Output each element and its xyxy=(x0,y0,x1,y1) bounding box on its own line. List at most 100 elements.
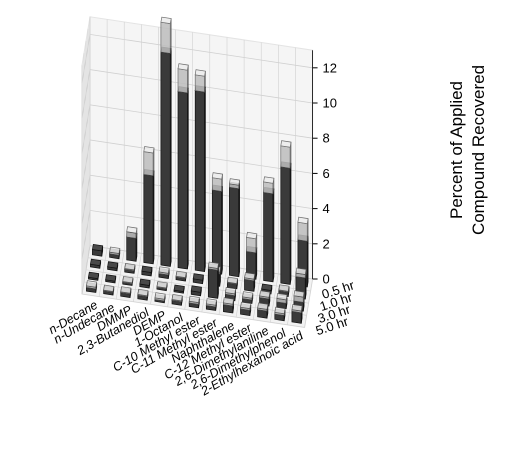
z-tick-label: 4 xyxy=(323,201,330,216)
bar-front xyxy=(160,51,171,267)
bar-upper-top xyxy=(224,287,237,295)
bar-upper xyxy=(295,267,307,279)
bar-front xyxy=(244,278,255,292)
z-tick-label: 2 xyxy=(323,236,330,251)
bar-upper-top xyxy=(188,295,200,303)
bar xyxy=(87,271,100,281)
bar-top xyxy=(190,285,202,293)
bar xyxy=(192,273,204,285)
bar xyxy=(211,184,223,275)
chart-bars xyxy=(85,16,309,324)
bar-front xyxy=(126,236,137,262)
bar-upper-front xyxy=(297,221,308,242)
bar-upper xyxy=(280,140,292,169)
bar-upper xyxy=(274,306,286,316)
bar-upper xyxy=(109,246,121,256)
z-axis-title-line2: Compound Recovered xyxy=(469,65,488,235)
bar-upper-top xyxy=(259,290,271,298)
bar-side xyxy=(169,48,172,267)
bar-upper xyxy=(276,293,288,304)
bar-upper-top xyxy=(222,297,235,305)
bar-side xyxy=(187,87,189,270)
bar-upper-top xyxy=(205,298,217,306)
bar xyxy=(177,86,189,270)
bar-front xyxy=(211,189,223,275)
bar-upper-top xyxy=(211,172,223,180)
bar-upper-top xyxy=(274,306,286,315)
bar-upper xyxy=(171,294,183,303)
bar-front xyxy=(229,186,240,278)
bar-top xyxy=(107,261,119,269)
bar-upper xyxy=(263,176,275,195)
z-tick-label: 12 xyxy=(323,60,337,75)
bar-upper xyxy=(194,69,206,93)
bar-upper-top xyxy=(103,284,115,292)
bar-upper xyxy=(205,298,217,308)
bar-top xyxy=(173,284,185,292)
bar-upper xyxy=(177,63,189,94)
bar-upper-top xyxy=(158,266,170,274)
bar-upper xyxy=(137,288,149,298)
bar-upper-top xyxy=(137,288,149,297)
bar-top xyxy=(261,283,273,291)
bar-side xyxy=(272,188,275,282)
bar xyxy=(91,244,104,257)
bar xyxy=(228,181,241,278)
bar-upper-top xyxy=(109,246,121,254)
bar-upper xyxy=(246,231,258,254)
bar-upper-top xyxy=(244,272,256,280)
bar-upper-top xyxy=(276,293,288,301)
bar-upper-top xyxy=(124,263,136,271)
bar xyxy=(141,265,153,277)
bar-upper xyxy=(188,295,200,305)
bar-upper xyxy=(259,290,271,300)
bar-side xyxy=(204,86,206,272)
bar-upper xyxy=(226,276,239,285)
bar-upper xyxy=(244,272,256,282)
bar-front xyxy=(291,310,302,324)
bar-top xyxy=(91,244,104,252)
bar-upper xyxy=(122,276,134,285)
bar xyxy=(107,261,119,272)
bar-upper-top xyxy=(228,178,241,186)
bar-side xyxy=(289,163,292,285)
bar-upper-front xyxy=(143,151,154,177)
bar-upper xyxy=(124,263,136,272)
bar-upper-top xyxy=(177,63,189,71)
bar-upper-front xyxy=(280,145,291,169)
bar-upper-top xyxy=(240,301,252,309)
bar-top xyxy=(141,265,153,273)
bar-front xyxy=(280,166,291,285)
y-gridline xyxy=(81,65,305,328)
bar-upper-top xyxy=(122,276,134,284)
bar-upper xyxy=(222,297,235,307)
bar-upper xyxy=(297,216,309,242)
bar xyxy=(173,284,185,294)
bar-upper-front xyxy=(263,181,274,195)
bar xyxy=(89,258,102,269)
bar xyxy=(190,285,202,297)
bar-side xyxy=(306,236,309,288)
bar xyxy=(160,46,172,267)
z-tick-label: 10 xyxy=(323,96,337,111)
z-axis-title-line1: Percent of Applied xyxy=(447,81,466,219)
bar-top xyxy=(139,278,151,286)
bar xyxy=(105,274,117,284)
bar-upper-top xyxy=(295,267,307,275)
bar-upper-top xyxy=(154,292,166,300)
bar xyxy=(194,85,206,273)
bar-upper xyxy=(120,286,132,295)
bar xyxy=(139,278,151,289)
bar-upper xyxy=(160,16,172,54)
bar xyxy=(280,161,292,285)
bar-upper xyxy=(291,304,303,314)
bar xyxy=(143,169,155,265)
bar-upper xyxy=(103,284,115,293)
bar-upper-top xyxy=(226,276,239,285)
bar-upper xyxy=(85,280,98,290)
bar-top xyxy=(87,271,100,279)
bar-side xyxy=(238,183,240,277)
bar-top xyxy=(105,274,117,282)
bar-upper xyxy=(228,178,241,190)
